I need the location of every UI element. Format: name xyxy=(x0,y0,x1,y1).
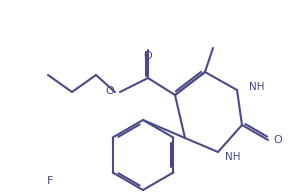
Text: NH: NH xyxy=(249,82,264,92)
Text: NH: NH xyxy=(225,152,240,162)
Text: O: O xyxy=(273,135,282,145)
Text: F: F xyxy=(47,176,53,186)
Text: O: O xyxy=(105,86,114,96)
Text: O: O xyxy=(144,51,152,61)
